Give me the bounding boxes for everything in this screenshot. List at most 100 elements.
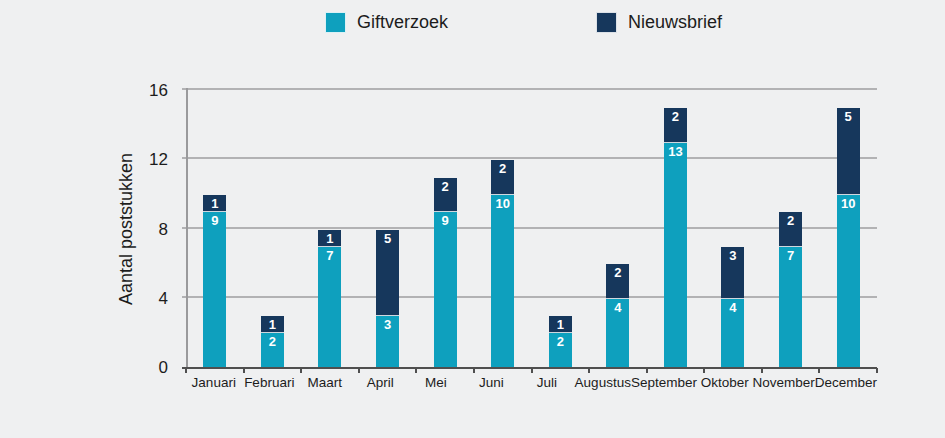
bar-value-label: 10 [837,195,860,212]
bar-value-label: 1 [261,316,284,333]
giftverzoek-segment: 7 [318,247,341,368]
nieuwsbrief-segment: 2 [491,160,514,195]
bar-value-label: 13 [664,143,687,160]
giftverzoek-segment: 9 [203,212,226,368]
bar-value-label: 2 [779,212,802,229]
giftverzoek-segment: 2 [261,333,284,368]
nieuwsbrief-segment: 3 [721,247,744,299]
nieuwsbrief-segment: 2 [434,178,457,213]
giftverzoek-segment: 4 [721,299,744,368]
x-axis-labels: JanuariFebruariMaartAprilMeiJuniJuliAugu… [186,375,877,390]
y-axis-tick-label: 0 [130,358,168,378]
bar-value-label: 10 [491,195,514,212]
giftverzoek-segment: 9 [434,212,457,368]
bar-value-label: 2 [606,264,629,281]
x-axis-label-november: November [752,375,814,390]
x-axis-label-mei: Mei [408,375,464,390]
x-axis-label-oktober: Oktober [697,375,753,390]
nieuwsbrief-segment: 1 [203,195,226,212]
legend-label-nieuwsbrief: Nieuwsbrief [628,12,722,33]
bar-februari: 12 [261,316,284,368]
x-axis-label-februari: Februari [242,375,298,390]
y-axis-tick-label: 12 [130,150,168,170]
bar-cell-december: 5 10 [819,91,877,368]
bar-value-label: 1 [549,316,572,333]
bar-cell-mei: 29 [416,91,474,368]
legend-item-nieuwsbrief: Nieuwsbrief [596,11,722,34]
bar-value-label: 9 [434,212,457,229]
bar-november: 27 [779,212,802,368]
nieuwsbrief-segment: 5 [837,108,860,195]
bar-value-label: 5 [376,230,399,247]
bar-value-label: 3 [376,316,399,333]
bar-value-label: 2 [549,333,572,350]
x-axis-label-april: April [353,375,409,390]
bar-value-label: 1 [203,195,226,212]
x-axis-label-juli: Juli [519,375,575,390]
bar-cell-november: 27 [762,91,820,368]
bar-cell-juli: 12 [531,91,589,368]
bar-cell-januari: 19 [186,91,244,368]
nieuwsbrief-segment: 2 [606,264,629,299]
bar-maart: 17 [318,230,341,369]
y-axis-tick-label: 16 [130,81,168,101]
giftverzoek-segment: 3 [376,316,399,368]
bar-april: 53 [376,230,399,369]
x-axis-label-september: September [631,375,697,390]
nieuwsbrief-segment: 1 [261,316,284,333]
bar-value-label: 4 [721,299,744,316]
bar-value-label: 2 [434,178,457,195]
x-axis-label-juni: Juni [464,375,520,390]
y-axis-tick-label: 4 [130,289,168,309]
bar-value-label: 2 [664,108,687,125]
stacked-bar-chart: Giftverzoek Nieuwsbrief Aantal poststukk… [0,0,945,438]
bar-september: 2 13 [664,108,687,368]
bar-januari: 19 [203,195,226,368]
giftverzoek-segment: 10 [837,195,860,368]
bars-container: 191217532921012242133427510 [186,91,877,368]
nieuwsbrief-segment: 5 [376,230,399,317]
x-axis-label-januari: Januari [186,375,242,390]
giftverzoek-segment: 4 [606,299,629,368]
bar-value-label: 1 [318,230,341,247]
giftverzoek-segment: 13 [664,143,687,368]
nieuwsbrief-segment: 2 [664,108,687,143]
bar-cell-juni: 2 10 [474,91,532,368]
bar-cell-september: 2 13 [647,91,705,368]
giftverzoek-color-swatch [325,12,346,33]
bar-value-label: 2 [491,160,514,177]
bar-value-label: 4 [606,299,629,316]
x-axis-label-augustus: Augustus [575,375,631,390]
giftverzoek-segment: 2 [549,333,572,368]
bar-cell-februari: 12 [244,91,302,368]
bar-value-label: 7 [779,247,802,264]
x-axis-line [182,367,877,369]
bar-mei: 29 [434,178,457,368]
x-axis-label-maart: Maart [297,375,353,390]
bar-cell-maart: 17 [301,91,359,368]
bar-value-label: 3 [721,247,744,264]
legend-label-giftverzoek: Giftverzoek [357,12,448,33]
bar-cell-augustus: 24 [589,91,647,368]
y-axis-tick-label: 8 [130,220,168,240]
nieuwsbrief-segment: 1 [549,316,572,333]
giftverzoek-segment: 7 [779,247,802,368]
y-axis-tick-labels: 0481216 [130,91,168,368]
x-axis-label-december: December [815,375,877,390]
bar-cell-april: 53 [359,91,417,368]
bar-value-label: 5 [837,108,860,125]
bar-december: 5 10 [837,108,860,368]
bar-juli: 12 [549,316,572,368]
bar-juni: 2 10 [491,160,514,368]
giftverzoek-segment: 10 [491,195,514,368]
gridline [182,88,877,90]
legend-item-giftverzoek: Giftverzoek [325,11,448,34]
nieuwsbrief-segment: 2 [779,212,802,247]
bar-value-label: 9 [203,212,226,229]
bar-value-label: 7 [318,247,341,264]
plot-area: 191217532921012242133427510 [186,91,877,368]
nieuwsbrief-segment: 1 [318,230,341,247]
bar-oktober: 34 [721,247,744,368]
bar-augustus: 24 [606,264,629,368]
nieuwsbrief-color-swatch [596,12,617,33]
